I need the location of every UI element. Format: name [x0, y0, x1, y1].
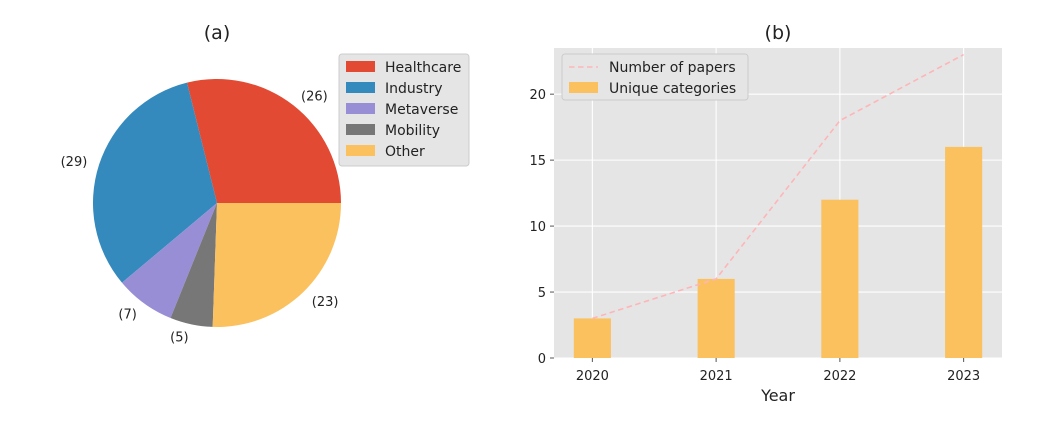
x-tick-label-2021: 2021: [700, 369, 733, 384]
x-tick-label-2023: 2023: [947, 369, 980, 384]
x-tick-label-2020: 2020: [576, 369, 609, 384]
pie-legend-label-metaverse: Metaverse: [385, 102, 458, 118]
y-tick-label-5: 5: [538, 286, 546, 301]
pie-slice-metaverse: [122, 203, 217, 318]
legend-label-unique-categories: Unique categories: [609, 81, 736, 97]
pie-legend-label-healthcare: Healthcare: [385, 60, 461, 76]
pie-data-labels: (26) (29) (7) (5) (23): [61, 90, 339, 346]
bar-2021: [697, 278, 735, 358]
bar-chart-title: (b): [765, 22, 792, 44]
pie-data-label-mobility: (5): [170, 330, 188, 345]
pie-data-label-healthcare: (26): [301, 90, 328, 105]
y-axis-ticks: 0 5 10 15 20: [529, 88, 554, 367]
bar-chart-panel: (b) 0 5 10 15 20 2020 2021 2022 2023 Year Numbe…: [529, 22, 1002, 405]
pie-legend-label-other: Other: [385, 144, 425, 160]
pie-legend-swatch-industry: [346, 82, 375, 93]
pie-legend-swatch-other: [346, 145, 375, 156]
pie-legend-swatch-metaverse: [346, 103, 375, 114]
pie-legend-label-industry: Industry: [385, 81, 443, 97]
bar-2023: [945, 146, 983, 358]
x-tick-label-2022: 2022: [823, 369, 856, 384]
bars: [573, 146, 983, 358]
pie-slice-healthcare: [187, 78, 341, 203]
pie-data-label-other: (23): [312, 295, 339, 310]
pie-slice-mobility: [170, 203, 217, 327]
y-tick-label-15: 15: [529, 154, 546, 169]
pie-slice-other: [212, 203, 341, 327]
bar-2022: [821, 199, 859, 358]
pie-data-label-metaverse: (7): [118, 307, 136, 322]
pie-chart-panel: (a) (26) (29) (7) (5) (23) Healthcare Industr…: [61, 22, 470, 346]
bar-legend: Number of papers Unique categories: [561, 53, 749, 101]
pie-slices: [92, 78, 341, 327]
pie-legend-swatch-mobility: [346, 124, 375, 135]
legend-label-number-of-papers: Number of papers: [609, 60, 736, 76]
y-tick-label-0: 0: [538, 352, 546, 367]
y-tick-label-20: 20: [529, 88, 546, 103]
pie-slice-industry: [92, 82, 217, 283]
pie-data-label-industry: (29): [61, 155, 88, 170]
pie-legend-label-mobility: Mobility: [385, 123, 440, 139]
pie-legend-swatch-healthcare: [346, 61, 375, 72]
x-axis-ticks: 2020 2021 2022 2023: [576, 358, 980, 384]
bar-legend-frame: [561, 53, 749, 101]
pie-chart-title: (a): [204, 22, 230, 44]
legend-swatch-unique-categories: [569, 82, 598, 93]
pie-legend: Healthcare Industry Metaverse Mobility Other: [338, 53, 470, 167]
y-tick-label-10: 10: [529, 220, 546, 235]
x-axis-label: Year: [760, 386, 795, 405]
number-of-papers-line: [592, 53, 964, 320]
bar-2020: [573, 318, 611, 358]
